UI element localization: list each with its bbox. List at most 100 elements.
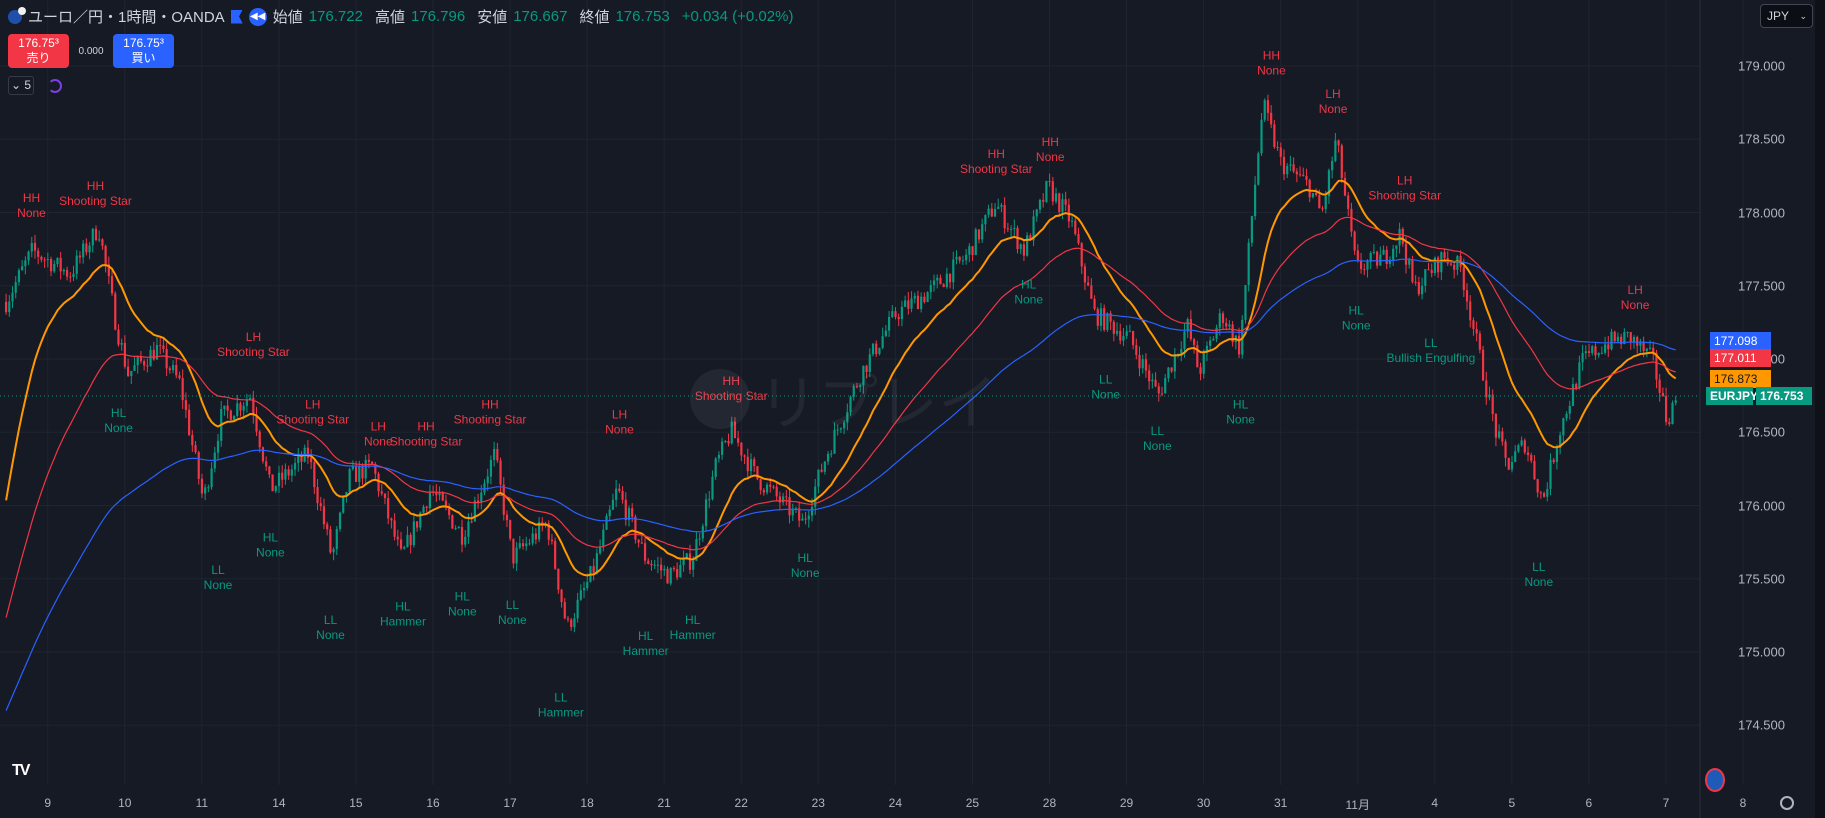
low-label: 安値 [477, 9, 508, 26]
candle-body [59, 257, 62, 272]
candle-body [30, 242, 33, 252]
candle-body [1254, 184, 1257, 217]
candle-body [1308, 179, 1311, 198]
tradingview-logo[interactable]: TV [12, 762, 31, 779]
candle-body [1221, 313, 1225, 324]
candle-body [1202, 352, 1205, 374]
candle-body [1119, 330, 1122, 341]
candle-body [679, 565, 682, 578]
candle-body [1581, 353, 1584, 363]
candle-body [1128, 331, 1131, 333]
indicators-toggle-button[interactable]: ⌄ 5 [8, 76, 34, 95]
symbol-title[interactable]: ユーロ／円・1時間・OANDA [28, 9, 225, 26]
candle-body [756, 466, 759, 480]
candle-body [188, 409, 191, 435]
date-axis-label: 11 [195, 796, 209, 810]
moving-average-fast [5, 179, 1677, 577]
candle-body [810, 506, 814, 516]
candle-body [117, 329, 120, 345]
indicator-count: 5 [24, 78, 32, 92]
candle-body [1077, 234, 1080, 244]
candle-body [1507, 457, 1510, 470]
candle-body [1523, 440, 1526, 453]
pattern-label-type: LH [1627, 283, 1642, 297]
candle-body [894, 311, 897, 318]
candle-body [659, 564, 663, 571]
candle-body [252, 397, 255, 415]
candle-body [1135, 345, 1138, 355]
candle-body [984, 214, 987, 225]
candle-body [621, 490, 624, 500]
candle-body [1501, 431, 1504, 442]
price-axis-label: 179.000 [1738, 58, 1785, 74]
candle-body [8, 301, 11, 313]
candle-body [900, 306, 904, 320]
candle-body [595, 553, 598, 573]
candle-body [1192, 339, 1196, 346]
candle-body [1138, 354, 1141, 369]
pattern-label-candle: None [316, 628, 345, 642]
candle-body [1636, 337, 1639, 346]
market-status-flag-icon[interactable] [230, 9, 243, 24]
candle-body [1350, 208, 1353, 232]
candle-body [916, 295, 920, 310]
candle-body [261, 447, 265, 462]
candle-body [1180, 349, 1183, 354]
price-axis-label: 176.000 [1738, 498, 1785, 513]
date-axis-label: 11月 [1345, 798, 1370, 812]
candle-body [1542, 493, 1546, 497]
pattern-label-type: HH [723, 374, 740, 388]
pattern-label-candle: Shooting Star [695, 389, 768, 403]
replay-indicator-icon[interactable] [1705, 768, 1725, 792]
candle-body [374, 463, 377, 474]
pattern-label-candle: None [448, 604, 477, 618]
close-label: 終値 [579, 9, 610, 26]
candle-body [515, 547, 518, 564]
candle-body [82, 243, 85, 258]
candle-body [1620, 336, 1623, 345]
pattern-label-type: HL [455, 589, 471, 603]
candle-body [1327, 170, 1331, 197]
candle-body [364, 459, 367, 479]
candle-body [354, 466, 358, 482]
buy-button[interactable]: 176.75³ 買い [113, 34, 174, 68]
sell-button[interactable]: 176.75³ 売り [8, 34, 69, 68]
open-value: 176.722 [308, 8, 363, 25]
candle-body [1475, 328, 1478, 334]
date-axis-label: 14 [272, 796, 286, 810]
candle-body [769, 484, 772, 487]
currency-select[interactable]: JPY ⌄ [1760, 4, 1813, 28]
candle-body [1658, 379, 1661, 393]
candle-body [1250, 216, 1253, 243]
candle-body [1366, 261, 1369, 270]
candle-body [300, 455, 303, 462]
candle-body [775, 486, 778, 497]
pattern-label-type: HL [1021, 277, 1037, 291]
candle-body [1652, 347, 1655, 353]
date-axis-label: 18 [580, 796, 594, 810]
candle-body [326, 524, 329, 530]
candle-body [862, 365, 865, 386]
pattern-label-candle: Shooting Star [454, 412, 527, 426]
high-value: 176.796 [410, 8, 466, 25]
pattern-label-type: LH [371, 419, 386, 433]
candle-body [316, 487, 319, 504]
candle-body [130, 370, 133, 377]
candle-body [1488, 394, 1491, 398]
candle-body [749, 459, 753, 472]
candle-body [611, 499, 615, 510]
candle-body [1369, 252, 1372, 262]
candle-body [46, 259, 49, 261]
price-axis-label: 178.000 [1738, 205, 1785, 220]
settings-gear-icon[interactable] [1780, 796, 1794, 810]
candle-body [1038, 199, 1042, 210]
price-axis-label: 176.500 [1738, 424, 1785, 440]
sync-icon[interactable] [48, 78, 62, 93]
pattern-label-type: HL [111, 406, 127, 420]
replay-rewind-icon[interactable]: ◀◀ [248, 7, 267, 26]
candle-body [537, 522, 541, 540]
candle-body [666, 568, 669, 584]
candle-body [75, 255, 78, 274]
candle-body [676, 569, 679, 578]
